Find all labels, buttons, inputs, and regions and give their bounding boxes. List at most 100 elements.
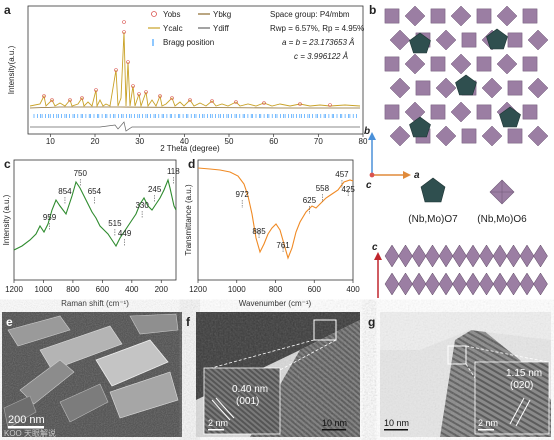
octahedron [415,80,431,96]
tick-label-a: 20 [91,137,100,146]
octahedron-side [452,272,467,296]
raman-peak-label: 750 [74,169,88,178]
octahedron [481,125,503,147]
tick-label-a: 30 [135,137,144,146]
octahedron [476,8,492,24]
tick-label-a: 50 [225,137,234,146]
pentagonal-bipyramid-icon [420,177,446,203]
inset-scale-f: 2 nm [208,418,228,428]
panel-g-letter: g [368,315,375,329]
panel-c-xlabel: Raman shift (cm⁻¹) [61,299,129,308]
octahedron-side [438,244,454,268]
octahedron-side [465,272,481,296]
raman-peak-label: 959 [43,213,57,222]
ftir-peak-label: 558 [316,184,330,193]
octahedron [507,32,523,48]
raman-peak-label: 245 [148,185,162,194]
octahedron-side [438,272,454,296]
b-axis-head [368,132,376,140]
label-nbmo-o6: (Nb,Mo)O6 [477,214,527,225]
panel-d-letter: d [188,157,195,171]
octahedron-side [479,272,494,296]
ftir-peak-label: 625 [303,196,317,205]
hrtem-g-roi [447,345,467,365]
octahedron [476,104,492,120]
octahedron [527,77,549,99]
octahedron [496,5,518,27]
tick-label-c: 800 [66,285,80,294]
panel-d-ylabel: Transmittance (a.u.) [184,184,193,256]
hrtem-f-roi [313,319,337,341]
octahedron [450,53,472,75]
panel-a-ylabel: Intensity(a.u.) [7,45,16,94]
d-spacing-g: 1.15 nm [506,368,542,379]
octahedron [389,77,411,99]
octahedron-side [384,244,400,268]
space-group: Space group: P4/mbm [270,10,350,19]
panel-g: 1.15 nm (020) 2 nm 10 nm g [368,312,551,437]
watermark: KOO 天眼解说 [4,428,56,438]
c-axis-head [374,252,382,260]
raman-peak-label: 118 [167,167,180,176]
pentagonal-bipyramid [499,106,521,128]
octahedron-side [519,272,535,296]
tick-label-c: 1200 [5,285,23,294]
inset-scale-g: 2 nm [478,418,498,428]
yobs-points [42,20,332,107]
panel-a-xaxis: 10 20 30 40 50 60 70 80 [46,134,368,146]
octahedron-side [533,244,548,268]
tick-label-d: 1200 [189,285,207,294]
panel-b-letter: b [369,3,376,17]
sem-rods [3,313,179,429]
a-axis-head [403,171,411,179]
raman-peak-label: 854 [58,187,72,196]
plane-g: (020) [510,380,533,391]
octahedron [507,80,523,96]
ydiff-line [30,121,360,132]
octahedra-grid-side [384,244,548,296]
octahedron-side [398,272,413,296]
sem-scale-label: 200 nm [8,414,45,426]
octahedron [435,29,457,51]
ycalc-line [29,31,361,108]
pentagonal-bipyramid [486,28,508,50]
octahedron-side [384,272,400,296]
octahedron-side [492,272,508,296]
raman-peak-label: 654 [88,187,102,196]
tick-label-c: 1000 [35,285,53,294]
panel-e-letter: e [6,315,13,329]
legend-yobs-marker [151,11,157,17]
octahedron [430,8,446,24]
octahedron [522,56,538,72]
plane-f: (001) [236,396,259,407]
panel-a-legend: Yobs Ycalc Ybkg Ydiff Bragg position [148,10,231,47]
c-axis-dot [369,172,375,178]
tick-label-a: 10 [46,137,55,146]
lattice-ab: a = b = 23.173653 Å [282,38,355,47]
octahedron [404,53,426,75]
scale-g: 10 nm [384,418,409,428]
tick-label-c: 400 [125,285,139,294]
octahedron [450,101,472,123]
refinement-info: Space group: P4/mbm Rwp = 6.57%, Rp = 4.… [270,10,364,61]
tick-label-d: 800 [269,285,283,294]
legend-ybkg: Ybkg [213,10,231,19]
octahedron-side [411,272,427,296]
octahedron-side [398,244,413,268]
ftir-spectrum [197,167,354,260]
scale-f: 10 nm [322,418,347,428]
legend-ydiff: Ydiff [213,24,230,33]
tick-label-a: 70 [314,137,323,146]
label-nbmo-o7: (Nb,Mo)O7 [408,214,458,225]
ftir-peak-label: 457 [335,170,349,179]
panel-d: d 972 885 761 625 558 457 425 1200 1000 800 600 40… [184,157,360,308]
tick-label-a: 80 [359,137,368,146]
octahedron-side [411,244,427,268]
octahedron-side [425,272,440,296]
panel-c-frame [13,159,177,281]
panel-a-xlabel: 2 Theta (degree) [160,144,220,153]
octahedron [435,125,457,147]
octahedron [384,8,400,24]
hrtem-f-inset [203,367,281,435]
tick-label-c: 600 [96,285,110,294]
